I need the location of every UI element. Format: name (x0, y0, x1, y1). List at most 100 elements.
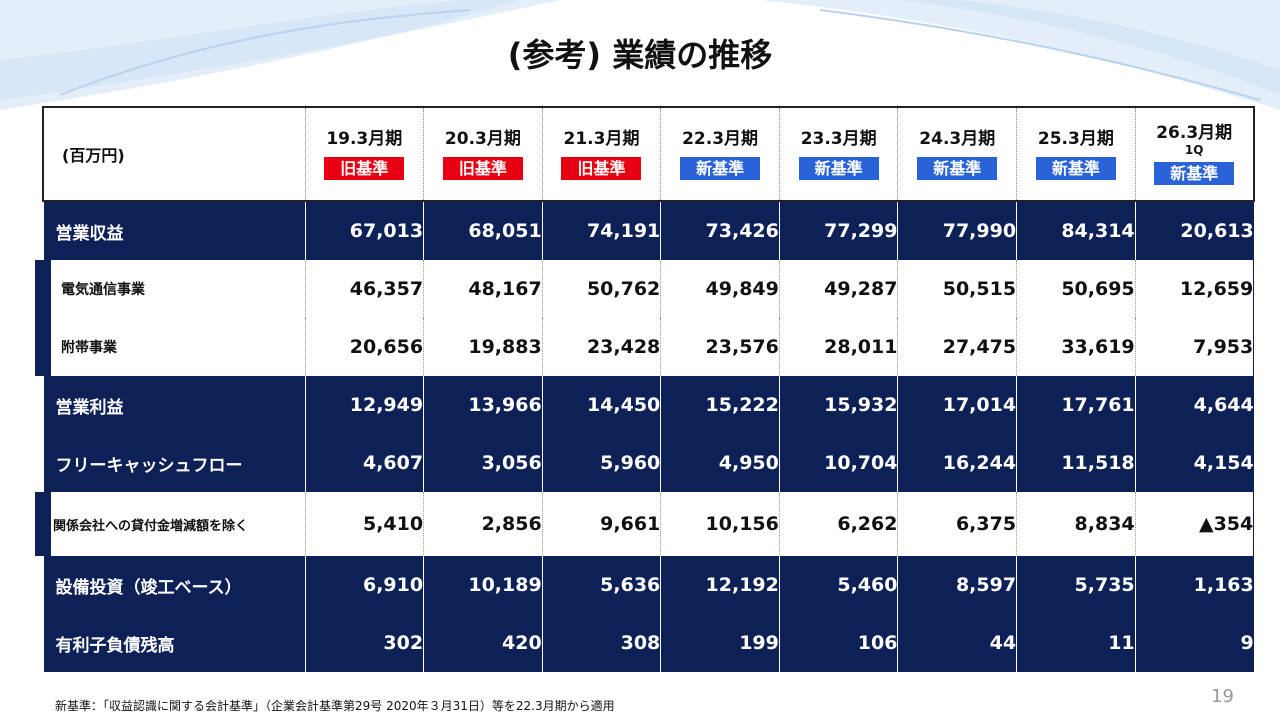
table-cell: 4,950 (660, 434, 780, 492)
table-cell: 68,051 (423, 201, 543, 260)
row-sublabel: 電気通信事業 (35, 260, 305, 318)
table-row: 関係会社への貸付金増減額を除く 5,410 2,856 9,661 10,156 6,26… (35, 492, 1255, 556)
period-header: 19.3月期 旧基準 (304, 106, 424, 202)
table-cell: 77,299 (778, 201, 898, 260)
new-standard-badge: 新基準 (1154, 162, 1235, 185)
table-cell: 15,222 (660, 376, 780, 434)
period-header: 21.3月期 旧基準 (541, 106, 661, 202)
row-label: 営業収益 (42, 201, 305, 260)
table-cell: 8,834 (1016, 492, 1136, 556)
table-cell: 420 (423, 614, 543, 672)
table-cell: 5,960 (541, 434, 661, 492)
period-header: 20.3月期 旧基準 (423, 106, 543, 202)
period-label: 26.3月期 (1156, 123, 1233, 143)
period-sublabel: 1Q (1184, 143, 1204, 157)
table-cell: 11 (1016, 614, 1136, 672)
table-cell: 74,191 (541, 201, 661, 260)
table-cell: 4,154 (1134, 434, 1254, 492)
page-title: (参考) 業績の推移 (507, 36, 773, 74)
table-row: フリーキャッシュフロー 4,607 3,056 5,960 4,950 10,704 16,… (42, 434, 1254, 492)
row-sublabel: 関係会社への貸付金増減額を除く (35, 492, 305, 556)
table-cell: 50,515 (897, 260, 1017, 318)
performance-table: (百万円) 19.3月期 旧基準 20.3月期 旧基準 21.3月期 旧基準 22.3月期新… (35, 106, 1255, 672)
table-row: 附帯事業 20,656 19,883 23,428 23,576 28,011 27,475… (35, 318, 1255, 376)
table-cell: 5,460 (778, 556, 898, 614)
footnote: 新基準：「収益認識に関する会計基準」（企業会計基準第29号 2020年３月31日… (55, 699, 615, 713)
table-cell: 48,167 (423, 260, 543, 318)
table-cell: 28,011 (778, 318, 898, 376)
period-header: 24.3月期 新基準 (897, 106, 1017, 202)
table-cell: 10,189 (423, 556, 543, 614)
table-cell: 4,644 (1134, 376, 1254, 434)
table-cell: 5,735 (1016, 556, 1136, 614)
table-cell: 49,287 (778, 260, 898, 318)
table-cell: 27,475 (897, 318, 1017, 376)
row-label: フリーキャッシュフロー (42, 434, 305, 492)
table-cell: 3,056 (423, 434, 543, 492)
table-cell: 73,426 (660, 201, 780, 260)
table-cell: 77,990 (897, 201, 1017, 260)
new-standard-badge: 新基準 (1035, 156, 1116, 180)
period-label: 21.3月期 (563, 128, 640, 149)
table-cell: 10,156 (660, 492, 780, 556)
table-cell: 199 (660, 614, 780, 672)
old-standard-badge: 旧基準 (324, 156, 405, 180)
table-cell: 23,576 (660, 318, 780, 376)
table-row: 営業利益 12,949 13,966 14,450 15,222 15,932 17,014… (42, 376, 1254, 434)
table-row: 有利子負債残高 302 420 308 199 106 44 11 9 (42, 614, 1254, 672)
period-label: 19.3月期 (326, 128, 403, 149)
period-header: 26.3月期 1Q 新基準 (1134, 106, 1255, 202)
table-cell: 50,695 (1016, 260, 1136, 318)
table-cell: 46,357 (304, 260, 424, 318)
table-row: 営業収益 67,013 68,051 74,191 73,426 77,299 77,990… (42, 201, 1254, 260)
table-cell: 14,450 (541, 376, 661, 434)
table-cell: 15,932 (778, 376, 898, 434)
table-cell: 4,607 (304, 434, 424, 492)
table-cell: 6,910 (304, 556, 424, 614)
period-label: 23.3月期 (800, 128, 877, 149)
table-cell: 50,762 (541, 260, 661, 318)
table-row: 設備投資（竣工ベース） 6,910 10,189 5,636 12,192 5,460 8,… (42, 556, 1254, 614)
table-cell: 17,761 (1016, 376, 1136, 434)
table-cell: 302 (304, 614, 424, 672)
period-label: 20.3月期 (444, 128, 521, 149)
table-cell: 19,883 (423, 318, 543, 376)
table-cell: 10,704 (778, 434, 898, 492)
table-cell: 20,656 (304, 318, 424, 376)
table-cell: 12,659 (1134, 260, 1255, 318)
table-cell: 5,410 (304, 492, 424, 556)
table-cell: 44 (897, 614, 1017, 672)
table-cell: 5,636 (541, 556, 661, 614)
table-cell: 84,314 (1016, 201, 1136, 260)
new-standard-badge: 新基準 (798, 156, 879, 180)
table-cell: 12,949 (304, 376, 424, 434)
table-cell: 12,192 (660, 556, 780, 614)
header-row: (百万円) 19.3月期 旧基準 20.3月期 旧基準 21.3月期 旧基準 22.3月期新… (42, 106, 1255, 202)
period-header: 22.3月期 新基準 (660, 106, 780, 202)
page-number: 19 (1211, 686, 1234, 707)
unit-label: (百万円) (42, 106, 305, 202)
period-label: 22.3月期 (682, 128, 759, 149)
row-label: 有利子負債残高 (42, 614, 305, 672)
period-header: 23.3月期 新基準 (778, 106, 898, 202)
table-cell: 16,244 (897, 434, 1017, 492)
table-cell: 9 (1134, 614, 1254, 672)
table-cell: 9,661 (541, 492, 661, 556)
period-label: 25.3月期 (1037, 128, 1114, 149)
table-cell: 67,013 (304, 201, 424, 260)
row-label: 営業利益 (42, 376, 305, 434)
table-cell: 11,518 (1016, 434, 1136, 492)
row-label: 設備投資（竣工ベース） (42, 556, 305, 614)
table-cell: 20,613 (1134, 201, 1254, 260)
table-cell: 1,163 (1134, 556, 1254, 614)
table-cell: 7,953 (1134, 318, 1255, 376)
table-cell: 6,262 (778, 492, 898, 556)
table-cell: 49,849 (660, 260, 780, 318)
old-standard-badge: 旧基準 (561, 156, 642, 180)
period-label: 24.3月期 (919, 128, 996, 149)
table-cell: 8,597 (897, 556, 1017, 614)
table-cell: ▲354 (1134, 492, 1255, 556)
new-standard-badge: 新基準 (680, 156, 761, 180)
table-cell: 308 (541, 614, 661, 672)
